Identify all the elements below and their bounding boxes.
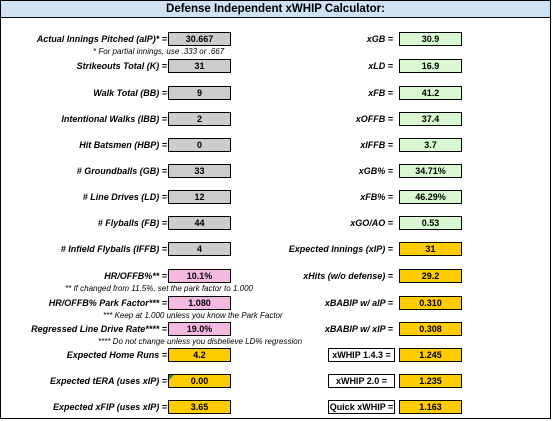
gb-label: # Groundballs (GB) = [76,166,167,176]
bb-label: Walk Total (BB) = [93,88,167,98]
xwhip-20-label: xWHIP 2.0 = [328,374,395,388]
aip-note: * For partial innings, use .333 or .667 [93,47,225,56]
quick-xwhip-value: 1.163 [399,400,462,414]
xbabip-aip-value: 0.310 [399,296,462,310]
hr-offb-input[interactable]: 10.1% [168,269,231,283]
expected-hr-value: 4.2 [168,348,231,362]
xwhip-20-value: 1.235 [399,374,462,388]
xfb-label: xFB = [368,88,393,98]
cell-comment-indicator-icon [169,375,174,380]
expected-tera-value: 0.00 [168,374,231,388]
xbabip-xip-label: xBABIP w/ xIP = [324,324,393,334]
calculator-title: Defense Independent xWHIP Calculator: [1,1,550,18]
xbabip-xip-value: 0.308 [399,322,462,336]
xoffb-label: xOFFB = [355,114,393,124]
xld-label: xLD = [368,61,393,71]
bb-input[interactable]: 9 [168,86,231,100]
xgb-value: 30.9 [399,32,462,46]
gb-input[interactable]: 33 [168,164,231,178]
expected-innings-label: Expected Innings (xIP) = [288,244,393,254]
hbp-input[interactable]: 0 [168,138,231,152]
k-label: Strikeouts Total (K) = [76,61,167,71]
regressed-ld-input[interactable]: 19.0% [168,322,231,336]
xgb-label: xGB = [366,34,393,44]
park-factor-input[interactable]: 1.080 [168,296,231,310]
xld-value: 16.9 [399,59,462,73]
fb-input[interactable]: 44 [168,216,231,230]
xbabip-aip-label: xBABIP w/ aIP = [324,298,393,308]
xwhip-143-label: xWHIP 1.4.3 = [328,348,395,362]
xgo-ao-value: 0.53 [399,216,462,230]
xfb-pct-label: xFB% = [360,192,393,202]
regressed-ld-label: Regressed Line Drive Rate**** = [31,324,167,334]
xiffb-label: xIFFB = [360,140,393,150]
ibb-input[interactable]: 2 [168,112,231,126]
ld-input[interactable]: 12 [168,190,231,204]
hr-offb-note: ** If changed from 11.5%, set the park f… [65,284,253,293]
xwhip-143-value: 1.245 [399,348,462,362]
iffb-input[interactable]: 4 [168,242,231,256]
hbp-label: Hit Batsmen (HBP) = [79,140,167,150]
park-factor-note: *** Keep at 1.000 unless you know the Pa… [103,311,283,320]
k-input[interactable]: 31 [168,59,231,73]
park-factor-label: HR/OFFB% Park Factor*** = [48,298,167,308]
hr-offb-label: HR/OFFB%** = [104,271,167,281]
xfb-value: 41.2 [399,86,462,100]
expected-xfip-label: Expected xFIP (uses xIP) = [53,402,167,412]
aip-input[interactable]: 30.667 [168,32,231,46]
expected-innings-value: 31 [399,242,462,256]
xoffb-value: 37.4 [399,112,462,126]
xfb-pct-value: 46.29% [399,190,462,204]
ibb-label: Intentional Walks (IBB) = [61,114,167,124]
expected-xfip-value: 3.65 [168,400,231,414]
xhits-value: 29.2 [399,269,462,283]
iffb-label: # Infield Flyballs (IFFB) = [60,244,167,254]
fb-label: # Flyballs (FB) = [97,218,167,228]
xiffb-value: 3.7 [399,138,462,152]
xhits-label: xHits (w/o defense) = [303,271,393,281]
xgo-ao-label: xGO/AO = [350,218,393,228]
expected-hr-label: Expected Home Runs = [66,350,167,360]
regressed-ld-note: **** Do not change unless you disbelieve… [98,337,303,346]
ld-label: # Line Drives (LD) = [82,192,167,202]
aip-label: Actual Innings Pitched (aIP)* = [36,34,167,44]
quick-xwhip-label: Quick xWHIP = [328,400,395,414]
xgb-pct-value: 34.71% [399,164,462,178]
expected-tera-label: Expected tERA (uses xIP) = [50,376,167,386]
xgb-pct-label: xGB% = [358,166,393,176]
